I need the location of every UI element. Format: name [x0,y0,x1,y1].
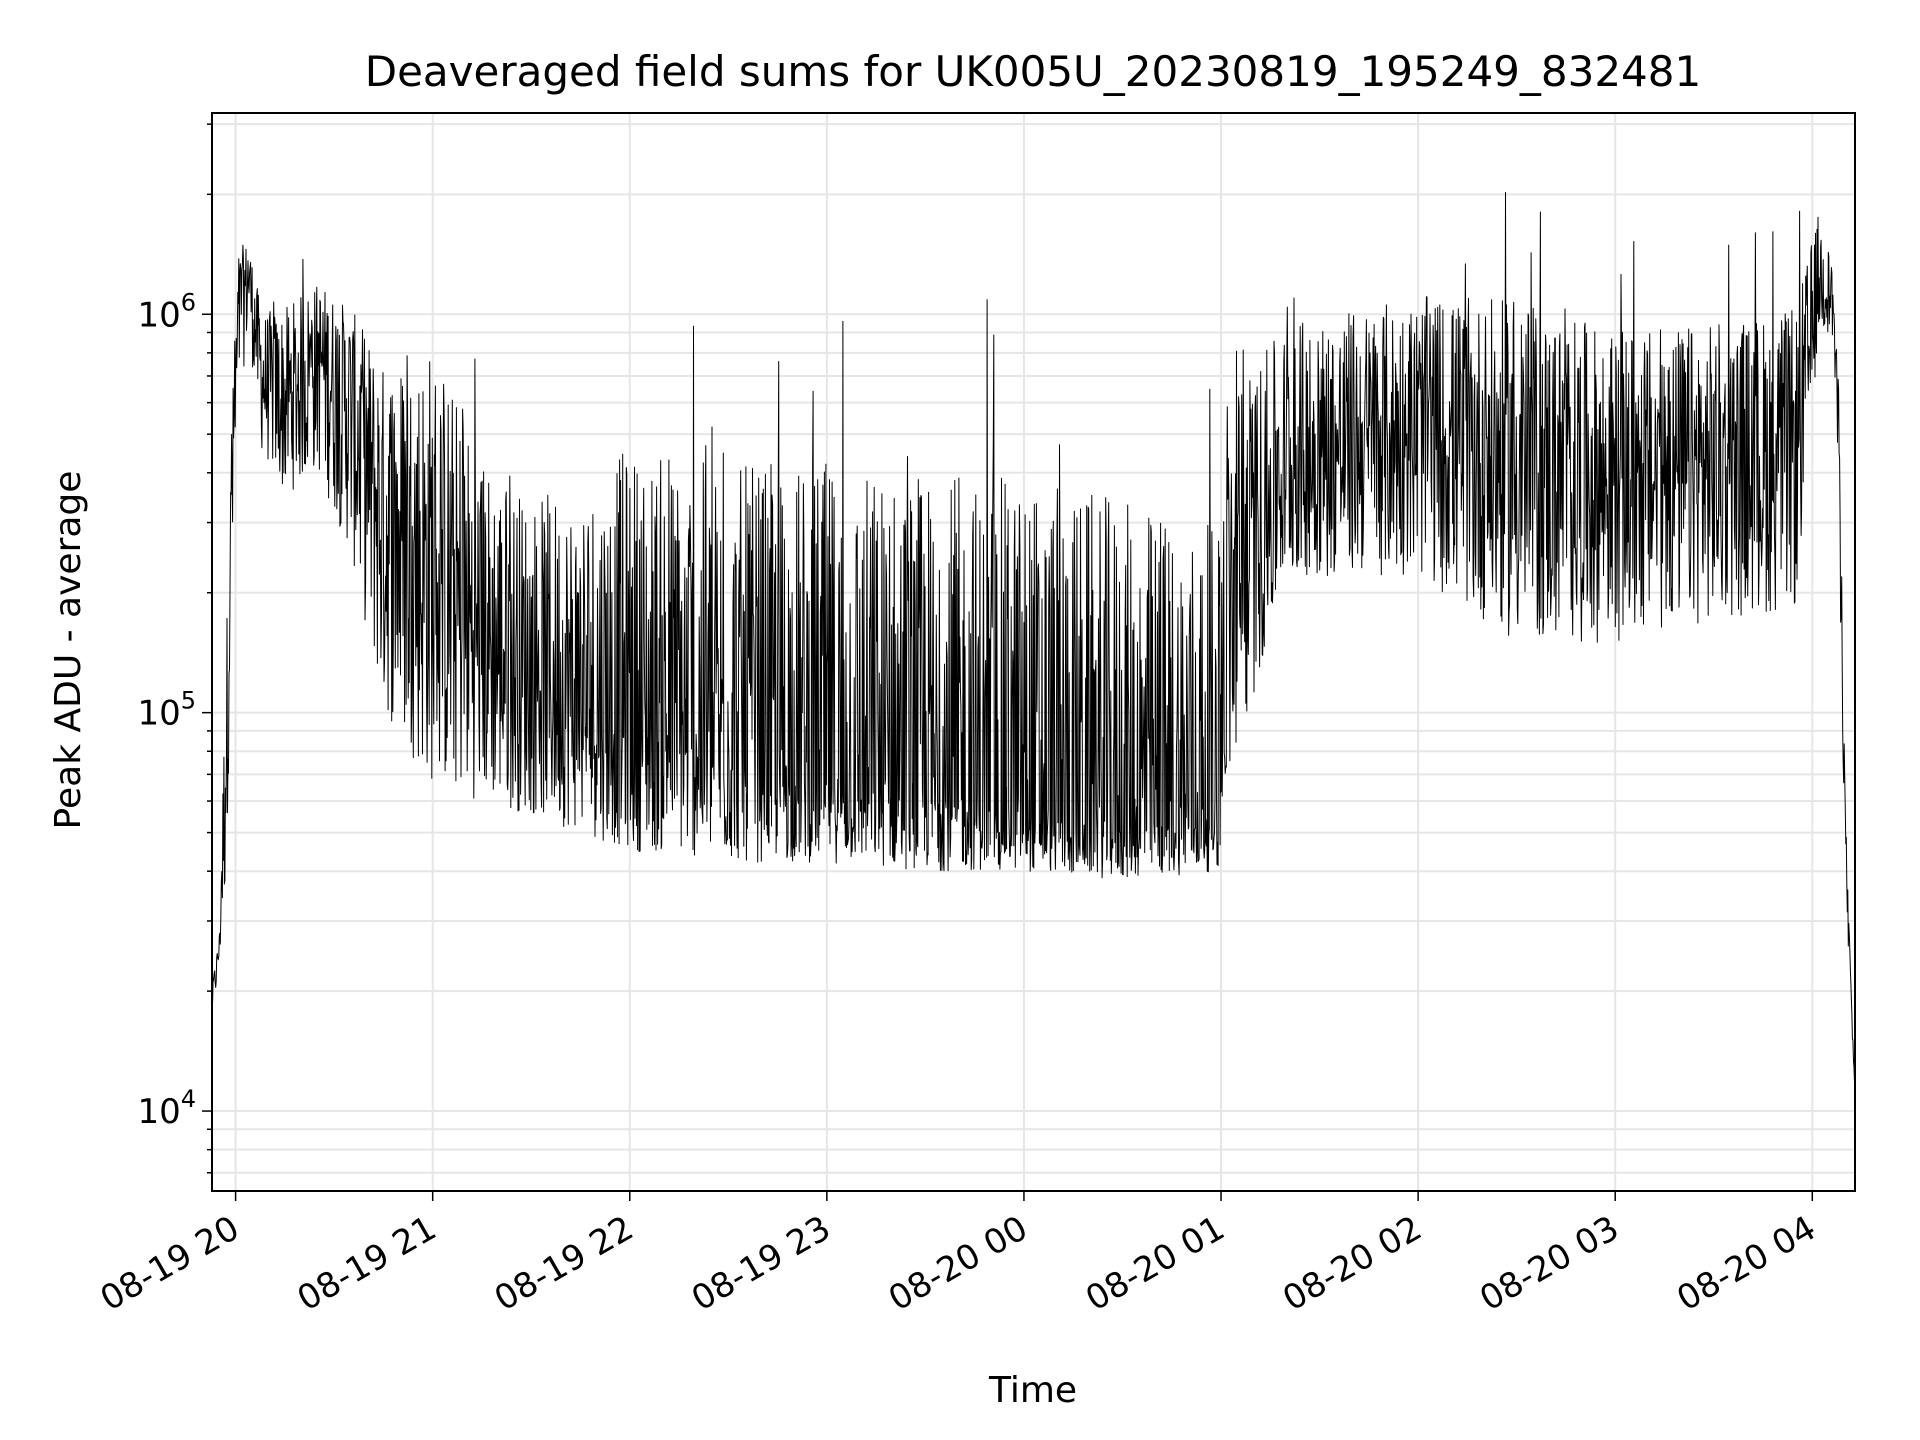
y-axis-label: Peak ADU - average [48,471,89,830]
x-axis-label: Time [988,1370,1077,1411]
series-line-path [212,192,1856,1089]
y-tick-label: 106 [137,288,196,335]
y-tick-label: 105 [137,687,196,734]
chart-title: Deaveraged field sums for UK005U_2023081… [365,47,1701,96]
plot-frame [211,112,1856,1192]
y-axis-ticks: 104 105 106 [137,123,212,1174]
data-series-line [212,192,1856,1089]
y-tick-label: 104 [137,1085,196,1132]
